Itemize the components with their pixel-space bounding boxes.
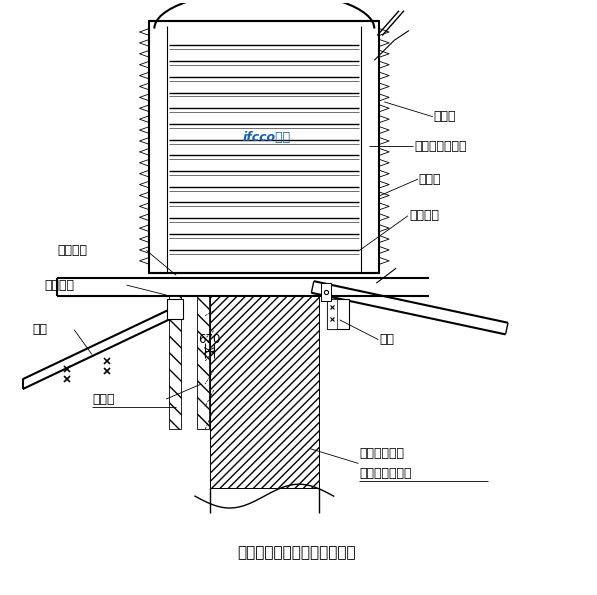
Text: 过滤器及进水管: 过滤器及进水管	[414, 140, 466, 153]
Text: 密封胶: 密封胶	[419, 173, 441, 186]
Text: 自攻螺丝: 自攻螺丝	[44, 278, 75, 292]
Text: 排水管: 排水管	[434, 110, 456, 123]
Text: 角码: 角码	[379, 333, 394, 346]
Text: 原锌铁瓦: 原锌铁瓦	[409, 209, 439, 223]
Bar	[327, 299, 349, 328]
Bar	[169, 296, 181, 429]
Text: 安装支架: 安装支架	[57, 244, 87, 257]
Bar	[321, 283, 331, 301]
Text: 及各种可调风咀: 及各种可调风咀	[359, 467, 412, 480]
Text: 角铁: 角铁	[32, 323, 48, 336]
Text: 670: 670	[198, 333, 220, 346]
Bar	[149, 21, 379, 273]
Bar	[210, 296, 319, 488]
Text: 室内可接风管: 室内可接风管	[359, 447, 404, 460]
Bar	[327, 299, 337, 328]
Bar	[167, 299, 183, 319]
Text: ifcco佳佳: ifcco佳佳	[242, 130, 290, 143]
Bar	[197, 296, 209, 429]
Text: 加强筋: 加强筋	[92, 393, 115, 406]
Text: 下出风机型安装示意图（三）: 下出风机型安装示意图（三）	[238, 545, 356, 560]
